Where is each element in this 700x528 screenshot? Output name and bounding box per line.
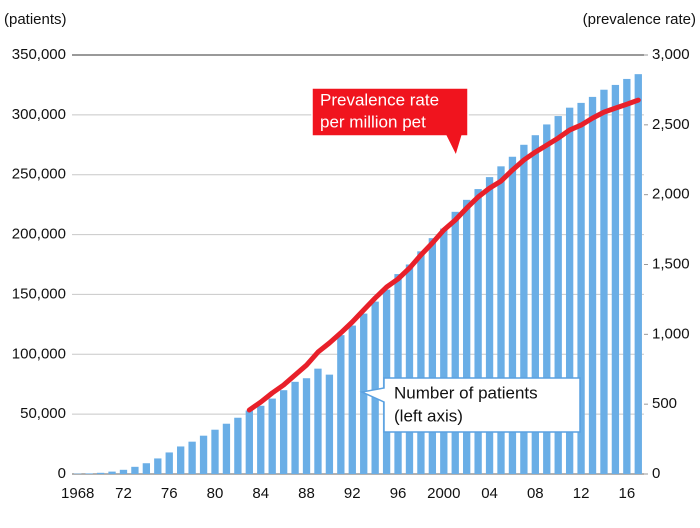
- x-tick-label: 92: [344, 485, 361, 502]
- bar: [520, 144, 528, 475]
- y-tick-label: 350,000: [12, 46, 66, 63]
- bar: [417, 251, 425, 474]
- bar: [268, 398, 276, 474]
- x-tick-label: 80: [207, 485, 224, 502]
- bar: [543, 124, 551, 474]
- y-tick-label: 150,000: [12, 285, 66, 302]
- bar: [405, 264, 414, 474]
- callout-box: [311, 87, 469, 159]
- bar: [565, 107, 574, 474]
- x-tick-label: 16: [618, 485, 635, 502]
- x-tick-label: 88: [298, 485, 315, 502]
- bar: [440, 228, 448, 474]
- bar: [222, 423, 231, 474]
- bar: [428, 238, 437, 474]
- x-tick-label: 08: [527, 485, 544, 502]
- y2-tick-label: 3,000: [652, 46, 690, 63]
- bar: [588, 96, 597, 475]
- bar: [497, 166, 505, 474]
- bar: [234, 417, 242, 474]
- x-tick-label: 12: [573, 485, 590, 502]
- y-tick-label: 250,000: [12, 166, 66, 183]
- y2-tick-label: 0: [652, 465, 660, 482]
- y-axis-label: (patients): [4, 11, 67, 28]
- bar: [554, 116, 562, 474]
- bar: [211, 429, 219, 474]
- bar: [634, 74, 642, 474]
- y-tick-label: 0: [58, 465, 66, 482]
- bar: [291, 381, 299, 474]
- annotation-patients: Number of patients (left axis): [359, 377, 581, 433]
- y2-tick-label: 1,500: [652, 255, 690, 272]
- bar: [394, 274, 402, 474]
- bar: [463, 199, 471, 474]
- bar: [371, 301, 379, 474]
- bar: [131, 466, 139, 474]
- annotation-text: Number of patients: [394, 383, 538, 402]
- x-tick-label: 1968: [61, 485, 94, 502]
- bar: [119, 469, 128, 474]
- bar: [474, 189, 482, 474]
- x-tick-label: 84: [252, 485, 269, 502]
- bar: [177, 446, 185, 474]
- bar: [199, 435, 208, 474]
- bar: [508, 156, 517, 474]
- line: [246, 97, 641, 413]
- y-tick-label: 100,000: [12, 345, 66, 362]
- bar: [451, 211, 459, 474]
- x-tick-label: 96: [390, 485, 407, 502]
- annotation-text: per million pet: [320, 112, 426, 131]
- x-tick-label: 2000: [427, 485, 460, 502]
- bar: [257, 405, 265, 474]
- x-tick-label: 72: [115, 485, 132, 502]
- y2-tick-label: 500: [652, 395, 677, 412]
- bar: [314, 368, 322, 474]
- annotation-text: (left axis): [394, 406, 463, 425]
- bar: [302, 378, 311, 474]
- bar: [623, 78, 631, 474]
- bar: [142, 463, 151, 474]
- annotation-text: Prevalence rate: [320, 90, 439, 109]
- bar: [577, 102, 585, 474]
- y2-tick-label: 1,000: [652, 325, 690, 342]
- bar: [348, 325, 356, 474]
- bar: [360, 313, 368, 474]
- bar: [531, 135, 539, 475]
- annotation-rate: Prevalence rate per million pet: [311, 87, 469, 159]
- y-tick-label: 300,000: [12, 106, 66, 123]
- y2-axis-label: (prevalence rate): [583, 11, 696, 28]
- bar: [611, 84, 620, 474]
- bar: [165, 452, 173, 474]
- bar: [154, 458, 162, 474]
- y-tick-label: 50,000: [20, 405, 66, 422]
- x-tick-label: 04: [481, 485, 498, 502]
- bar: [337, 335, 345, 474]
- x-tick-label: 76: [161, 485, 178, 502]
- bar: [85, 473, 93, 474]
- y-tick-label: 200,000: [12, 226, 66, 243]
- y2-tick-label: 2,000: [652, 186, 690, 203]
- bar: [245, 410, 253, 474]
- bar: [325, 374, 334, 474]
- callout-box: [359, 377, 581, 433]
- bar: [188, 441, 196, 474]
- y2-tick-label: 2,500: [652, 116, 690, 133]
- bar: [96, 472, 105, 474]
- bar: [108, 471, 116, 474]
- bar: [600, 89, 608, 475]
- bar: [279, 390, 288, 474]
- bar: [485, 177, 494, 474]
